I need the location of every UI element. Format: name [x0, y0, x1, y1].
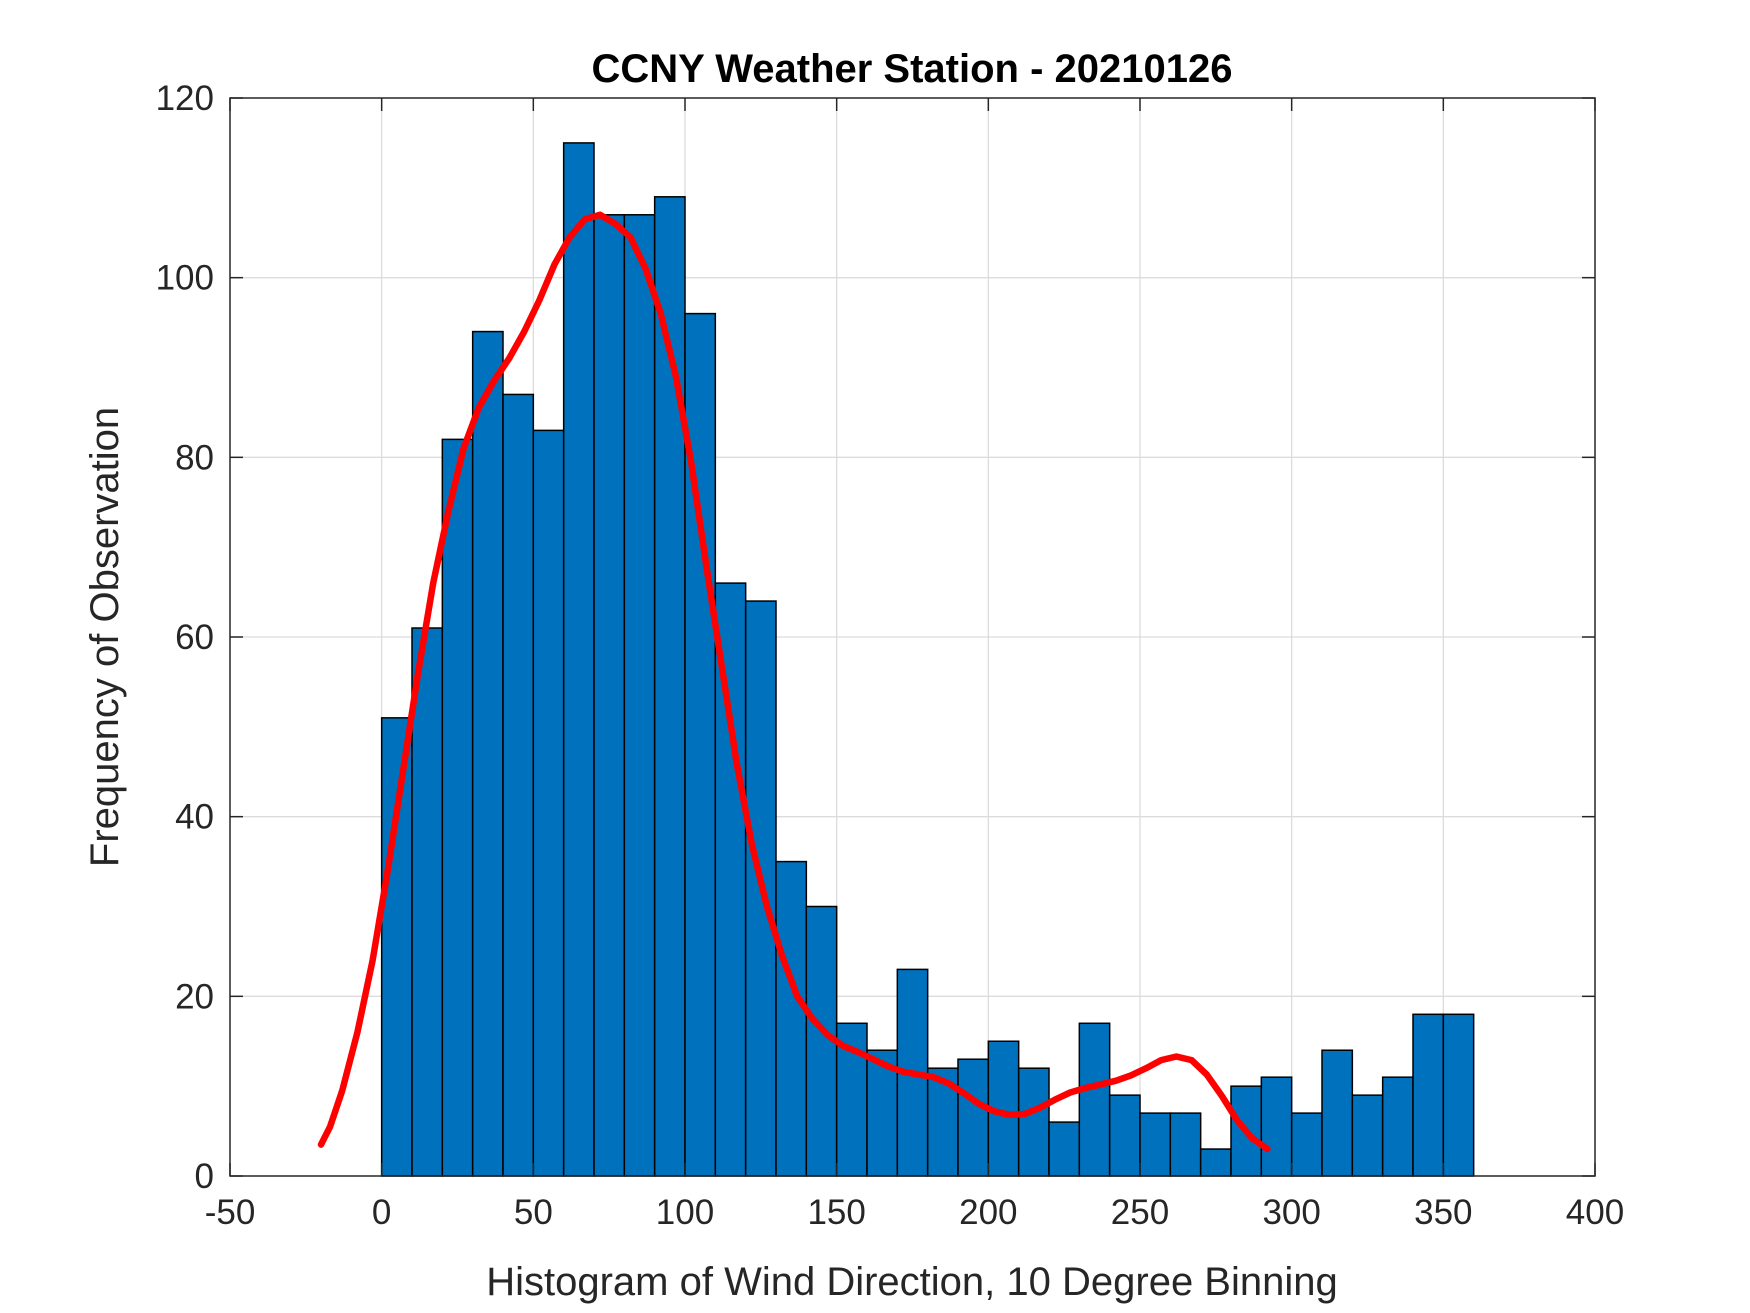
tick-labels: -50 0 50 100 150 200 250 300 350 4000204060801001…: [156, 79, 1625, 1232]
histogram-bar: [593, 214, 626, 1177]
histogram-bar: [1048, 1121, 1081, 1177]
histogram-bar: [1139, 1112, 1172, 1177]
histogram-bar: [1199, 1148, 1232, 1177]
x-tick-label: 50: [514, 1193, 553, 1232]
x-tick-label: 250: [1111, 1193, 1169, 1232]
x-tick-label: 350: [1414, 1193, 1472, 1232]
histogram-bar: [1290, 1112, 1323, 1177]
histogram-bar: [411, 627, 444, 1177]
fit-curve-group: [317, 211, 1271, 1153]
histogram-bar: [1017, 1067, 1050, 1177]
x-tick-label: 100: [656, 1193, 714, 1232]
chart-title: CCNY Weather Station - 20210126: [592, 47, 1233, 91]
fit-curve: [317, 211, 1271, 1153]
histogram-bar: [775, 860, 808, 1177]
x-tick-label: 400: [1566, 1193, 1624, 1232]
y-tick-label: 100: [156, 259, 214, 298]
histogram-bar: [623, 214, 656, 1177]
histogram-bar: [957, 1058, 990, 1177]
y-tick-label: 20: [175, 977, 214, 1016]
histogram-bar: [380, 717, 413, 1177]
histogram-bar: [1108, 1094, 1141, 1177]
histogram-bar: [532, 429, 565, 1177]
x-tick-label: 0: [372, 1193, 391, 1232]
histogram-bar: [562, 142, 595, 1177]
y-tick-label: 0: [195, 1157, 214, 1196]
plot-frame: [229, 97, 1596, 1177]
y-tick-label: 60: [175, 618, 214, 657]
histogram-bars: [380, 142, 1475, 1177]
grid-lines: [230, 98, 1595, 1176]
y-tick-label: 40: [175, 798, 214, 837]
histogram-bar: [1078, 1022, 1111, 1177]
x-tick-label: -50: [205, 1193, 256, 1232]
y-tick-label: 80: [175, 438, 214, 477]
y-axis-label: Frequency of Observation: [83, 407, 127, 867]
histogram-bar: [502, 393, 535, 1177]
x-tick-label: 300: [1262, 1193, 1320, 1232]
y-tick-label: 120: [156, 79, 214, 118]
histogram-bar: [1412, 1013, 1445, 1177]
histogram-bar: [1351, 1094, 1384, 1177]
histogram-bar: [471, 330, 504, 1177]
x-axis-label: Histogram of Wind Direction, 10 Degree B…: [486, 1260, 1338, 1304]
histogram-bar: [441, 438, 474, 1177]
histogram-bar: [1169, 1112, 1202, 1177]
histogram-bar: [1321, 1049, 1354, 1177]
histogram-bar: [1381, 1076, 1414, 1177]
x-tick-label: 150: [807, 1193, 865, 1232]
histogram-bar: [1260, 1076, 1293, 1177]
histogram-bar: [1442, 1013, 1475, 1177]
x-tick-label: 200: [959, 1193, 1017, 1232]
